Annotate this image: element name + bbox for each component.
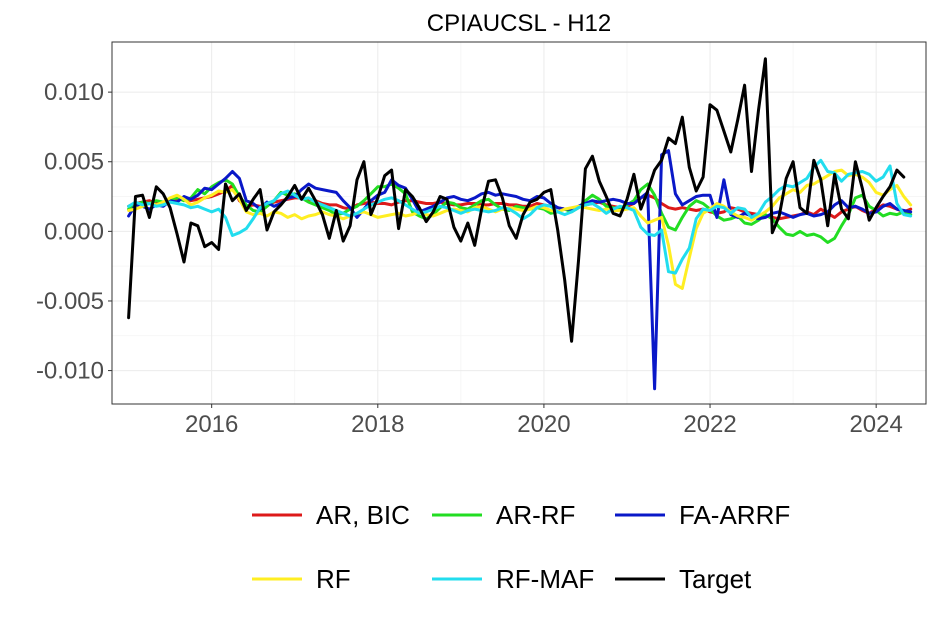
x-tick-label: 2022 [683,411,736,438]
legend-label-fa-arrf: FA-ARRF [679,500,790,530]
y-tick-label: 0.000 [44,218,104,245]
legend-label-rf: RF [316,564,351,594]
x-tick-label: 2016 [185,411,238,438]
minor-gridlines [112,42,926,404]
x-axis: 2016 2018 2020 2022 2024 [185,404,903,438]
major-gridlines [112,42,926,404]
legend-label-target: Target [679,564,752,594]
y-tick-label: 0.010 [44,79,104,106]
series-line-target [127,57,906,343]
legend-label-ar-bic: AR, BIC [316,500,410,530]
y-tick-label: 0.005 [44,149,104,176]
series-line-rf [127,168,913,290]
y-tick-label: -0.010 [36,358,104,385]
y-tick-label: -0.005 [36,288,104,315]
chart-title: CPIAUCSL - H12 [427,10,612,37]
x-tick-label: 2018 [351,411,404,438]
series-line-rf-maf [127,158,913,275]
plot-panel-border [111,41,927,405]
series-lines [127,57,913,391]
x-tick-label: 2024 [849,411,902,438]
y-axis: -0.010 -0.005 0.000 0.005 0.010 [36,79,112,385]
legend-label-rf-maf: RF-MAF [496,564,594,594]
x-tick-label: 2020 [517,411,570,438]
legend-label-ar-rf: AR-RF [496,500,575,530]
legend: AR, BIC AR-RF FA-ARRF RF RF-MAF Target [252,500,790,594]
